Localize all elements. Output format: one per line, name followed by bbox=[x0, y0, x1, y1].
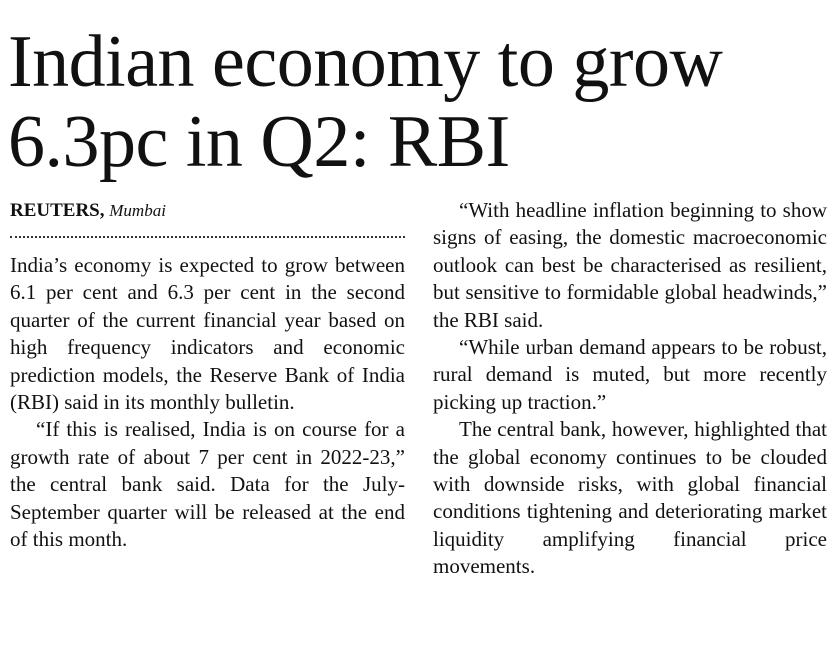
headline: Indian economy to grow 6.3pc in Q2: RBI bbox=[8, 21, 723, 183]
paragraph: “While urban demand appears to be robust… bbox=[433, 335, 827, 414]
paragraph: “With headline inflation beginning to sh… bbox=[433, 198, 827, 332]
headline-line: Indian economy to grow bbox=[8, 21, 723, 103]
paragraph: The central bank, however, highlighted t… bbox=[433, 417, 827, 579]
dotted-rule bbox=[10, 236, 405, 238]
paragraph: India’s economy is expected to grow betw… bbox=[10, 253, 405, 415]
column: India’s economy is expected to grow betw… bbox=[10, 252, 405, 553]
location: Mumbai bbox=[109, 201, 166, 220]
byline: REUTERS, Mumbai bbox=[10, 200, 405, 222]
paragraph: “If this is realised, India is on course… bbox=[10, 417, 405, 552]
column: “With headline inflation beginning to sh… bbox=[433, 197, 827, 581]
agency: REUTERS, bbox=[10, 200, 105, 221]
headline-line: 6.3pc in Q2: RBI bbox=[8, 101, 510, 183]
